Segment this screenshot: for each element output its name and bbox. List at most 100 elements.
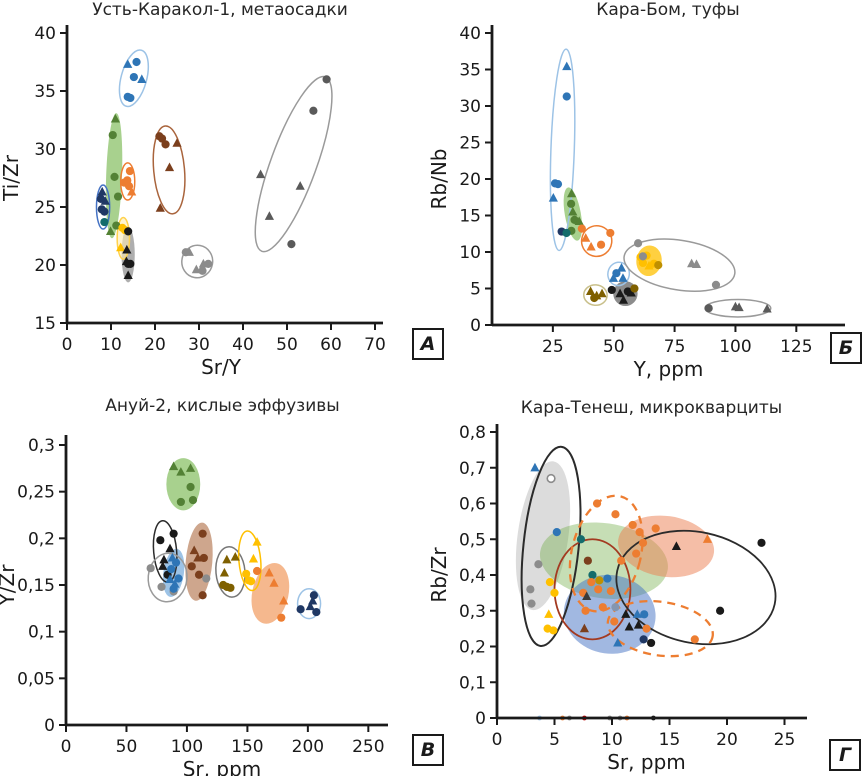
cluster-region bbox=[296, 587, 322, 620]
data-point bbox=[598, 603, 607, 612]
data-point-triangle bbox=[305, 601, 315, 611]
x-axis-label: Y, ppm bbox=[633, 357, 704, 381]
panel-a-corner-label: А bbox=[412, 328, 444, 360]
data-point bbox=[198, 529, 207, 538]
data-point bbox=[583, 556, 592, 565]
data-point bbox=[146, 564, 155, 573]
y-tick-label: 0,2 bbox=[28, 529, 55, 549]
data-point bbox=[246, 577, 256, 586]
data-point bbox=[632, 549, 641, 558]
data-point-triangle bbox=[155, 203, 165, 212]
data-point-triangle bbox=[530, 462, 540, 472]
x-axis-label: Sr, ppm bbox=[183, 757, 262, 776]
data-point-triangle bbox=[164, 162, 175, 172]
data-point bbox=[309, 591, 319, 600]
data-point bbox=[226, 583, 235, 592]
data-point bbox=[161, 140, 170, 149]
data-point-triangle bbox=[159, 554, 169, 564]
y-tick-label: 20 bbox=[459, 170, 481, 190]
x-tick-label: 50 bbox=[116, 737, 138, 757]
data-point-triangle bbox=[127, 186, 137, 196]
x-tick-label: 5 bbox=[549, 730, 560, 750]
x-tick-label: 0 bbox=[61, 737, 72, 757]
data-point-triangle bbox=[176, 467, 186, 476]
data-point bbox=[553, 180, 563, 189]
y-tick-label: 20 bbox=[34, 256, 56, 276]
data-point-triangle bbox=[548, 192, 558, 202]
panel-g: 0 5 10 15 20 25 0 0,1 0,2 0,3 0,4 0,5 0,6 0,7 0,8 Sr, p… bbox=[430, 390, 863, 776]
data-point-triangle bbox=[671, 541, 681, 550]
data-point bbox=[640, 610, 649, 619]
data-point bbox=[202, 574, 211, 583]
y-axis-label: Ti/Zr bbox=[0, 154, 23, 202]
data-point bbox=[562, 228, 571, 238]
data-point bbox=[704, 304, 713, 313]
y-axis-label: Y/Zr bbox=[0, 564, 19, 607]
data-point bbox=[129, 72, 138, 82]
data-point bbox=[277, 613, 286, 622]
y-tick-label: 10 bbox=[459, 243, 481, 263]
y-tick-label: 0 bbox=[44, 716, 55, 736]
cluster-region bbox=[152, 125, 186, 215]
cluster-region bbox=[583, 284, 608, 307]
y-tick-label: 0 bbox=[475, 709, 486, 729]
cluster-region bbox=[254, 75, 333, 253]
x-axis-label: Sr, ppm bbox=[607, 750, 686, 774]
y-tick-label: 15 bbox=[34, 314, 56, 334]
y-tick-label: 0,6 bbox=[459, 495, 486, 515]
y-tick-label: 0,25 bbox=[17, 483, 55, 503]
data-point bbox=[711, 280, 721, 289]
x-tick-label: 0 bbox=[492, 730, 503, 750]
data-point-triangle bbox=[618, 295, 629, 304]
data-point bbox=[630, 284, 639, 293]
y-tick-label: 0 bbox=[470, 316, 481, 336]
data-point-triangle bbox=[100, 196, 110, 205]
cluster-region bbox=[251, 563, 290, 624]
panel-b-title: Кара-Бом, туфы bbox=[596, 0, 740, 20]
data-point bbox=[204, 259, 213, 268]
data-point bbox=[595, 576, 604, 585]
data-point-triangle bbox=[608, 273, 619, 282]
data-point-triangle bbox=[562, 61, 572, 71]
data-point bbox=[552, 528, 561, 537]
x-tick-label: 30 bbox=[188, 335, 210, 355]
data-point bbox=[126, 93, 135, 103]
data-point bbox=[322, 75, 331, 84]
y-tick-label: 25 bbox=[34, 198, 56, 218]
data-point-triangle bbox=[158, 561, 168, 570]
data-point bbox=[545, 578, 554, 587]
x-tick-label: 50 bbox=[276, 335, 298, 355]
data-point bbox=[638, 538, 648, 547]
data-point bbox=[690, 635, 699, 644]
cluster-region bbox=[237, 530, 262, 592]
data-point-triangle bbox=[586, 241, 596, 251]
data-point bbox=[534, 560, 543, 569]
data-point bbox=[527, 599, 536, 608]
panel-v-corner-label: В bbox=[412, 734, 444, 766]
data-point bbox=[110, 172, 119, 181]
panel-a-title: Усть-Каракол-1, метаосадки bbox=[92, 0, 348, 20]
data-point-triangle bbox=[184, 247, 194, 256]
cluster-region bbox=[520, 445, 582, 647]
data-point-triangle bbox=[621, 609, 631, 618]
cluster-region bbox=[549, 48, 576, 252]
data-point bbox=[198, 591, 207, 600]
data-point-triangle bbox=[632, 609, 642, 618]
data-point-triangle bbox=[568, 206, 578, 216]
data-point bbox=[198, 266, 207, 275]
data-point-triangle bbox=[544, 609, 554, 618]
y-tick-label: 40 bbox=[459, 24, 481, 44]
data-point bbox=[647, 638, 656, 648]
cluster-region bbox=[580, 224, 613, 258]
x-tick-label: 20 bbox=[144, 335, 166, 355]
data-point bbox=[112, 221, 121, 230]
data-point-triangle bbox=[122, 244, 132, 254]
data-point bbox=[296, 605, 305, 614]
data-point bbox=[610, 617, 619, 626]
data-point-triangle bbox=[597, 288, 607, 298]
data-point-triangle bbox=[222, 554, 232, 564]
panel-a: 0 10 20 30 40 50 60 70 15 20 25 30 35 40 Sr/Y Ti/Zr Уст… bbox=[0, 0, 444, 390]
data-point-triangle bbox=[230, 552, 240, 561]
x-tick-label: 100 bbox=[719, 337, 751, 357]
